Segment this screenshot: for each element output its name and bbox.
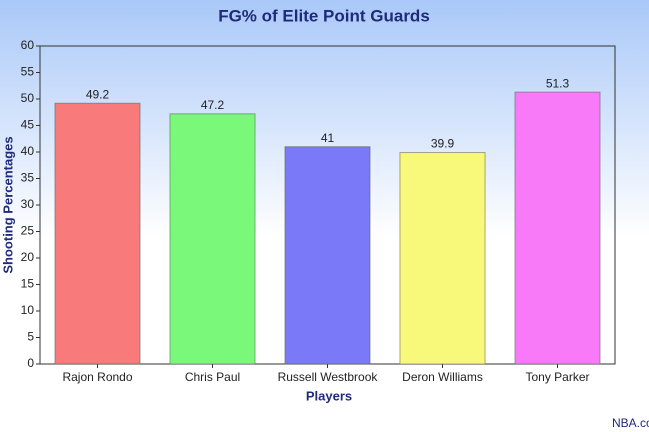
y-tick-label: 15 xyxy=(21,277,35,291)
y-tick-label: 60 xyxy=(21,38,35,52)
x-tick-label: Russell Westbrook xyxy=(278,370,379,384)
data-label: 49.2 xyxy=(86,87,110,101)
bar xyxy=(54,102,141,365)
y-tick-label: 25 xyxy=(21,224,35,238)
y-tick-label: 35 xyxy=(21,171,35,185)
bar xyxy=(169,113,256,365)
data-label: 47.2 xyxy=(201,98,225,112)
y-tick-label: 5 xyxy=(27,330,34,344)
x-axis-title: Players xyxy=(306,388,352,403)
y-axis-title: Shooting Percentages xyxy=(0,136,15,273)
x-tick-label: Rajon Rondo xyxy=(62,370,132,384)
data-label: 51.3 xyxy=(546,76,570,90)
x-tick-label: Deron Williams xyxy=(402,370,483,384)
source: NBA.co xyxy=(612,416,649,430)
chart-title: FG% of Elite Point Guards xyxy=(218,6,430,25)
data-label: 39.9 xyxy=(431,137,455,151)
y-tick-label: 10 xyxy=(21,303,35,317)
y-tick-label: 40 xyxy=(21,144,35,158)
y-tick-label: 30 xyxy=(21,197,35,211)
x-tick-label: Chris Paul xyxy=(185,370,240,384)
bar xyxy=(514,91,601,365)
bar xyxy=(399,152,486,365)
y-tick-label: 20 xyxy=(21,250,35,264)
y-tick-label: 0 xyxy=(27,356,34,370)
y-tick-label: 45 xyxy=(21,118,35,132)
bar xyxy=(284,146,371,365)
x-tick-label: Tony Parker xyxy=(525,370,589,384)
y-tick-label: 50 xyxy=(21,91,35,105)
data-label: 41 xyxy=(321,131,335,145)
y-tick-label: 55 xyxy=(21,65,35,79)
